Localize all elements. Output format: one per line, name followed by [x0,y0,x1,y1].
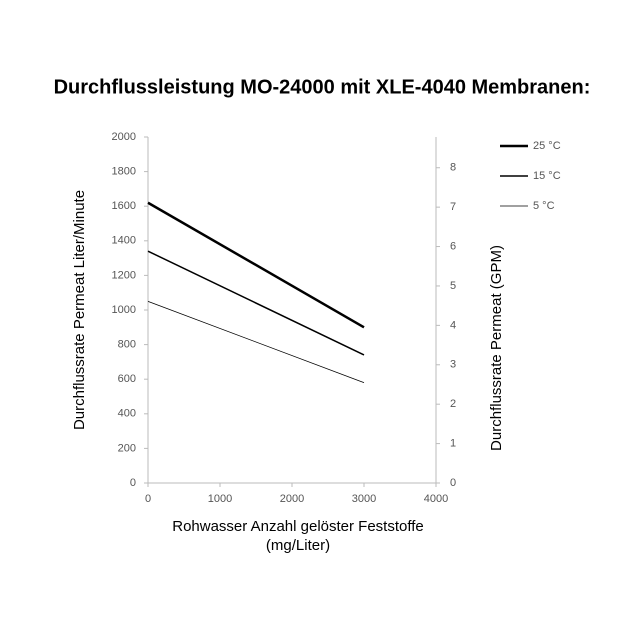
series-line [147,300,365,384]
y-tick-label: 1000 [112,304,136,316]
legend-label: 5 °C [533,200,555,212]
y2-tick-label: 8 [450,162,456,174]
x-axis-label: Rohwasser Anzahl gelöster Feststoffe [172,518,424,535]
legend-label: 25 °C [533,140,561,152]
y2-tick-label: 7 [450,201,456,213]
y2-tick-label: 2 [450,398,456,410]
x-tick-label: 0 [145,493,151,505]
x-tick-label: 2000 [280,493,304,505]
y-tick-label: 400 [118,408,136,420]
series-line [147,201,365,329]
y-tick-label: 1800 [112,166,136,178]
legend-label: 15 °C [533,170,561,182]
y-tick-label: 200 [118,442,136,454]
x-tick-label: 3000 [352,493,376,505]
y2-tick-label: 1 [450,437,456,449]
y-tick-label: 800 [118,339,136,351]
y-tick-label: 2000 [112,131,136,143]
series-line [147,250,365,356]
y-tick-label: 1400 [112,235,136,247]
y-tick-label: 0 [130,477,136,489]
x-axis-label: (mg/Liter) [266,537,330,554]
y-axis-label: Durchflussrate Permeat Liter/Minute [71,190,88,430]
y-tick-label: 1200 [112,269,136,281]
x-tick-label: 1000 [208,493,232,505]
y2-tick-label: 6 [450,240,456,252]
x-tick-label: 4000 [424,493,448,505]
chart-title: Durchflussleistung MO-24000 mit XLE-4040… [54,76,591,98]
y2-axis-label: Durchflussrate Permeat (GPM) [488,245,505,451]
y-tick-label: 1600 [112,200,136,212]
y2-tick-label: 0 [450,477,456,489]
y2-tick-label: 4 [450,319,456,331]
y-tick-label: 600 [118,373,136,385]
y2-tick-label: 3 [450,359,456,371]
y2-tick-label: 5 [450,280,456,292]
